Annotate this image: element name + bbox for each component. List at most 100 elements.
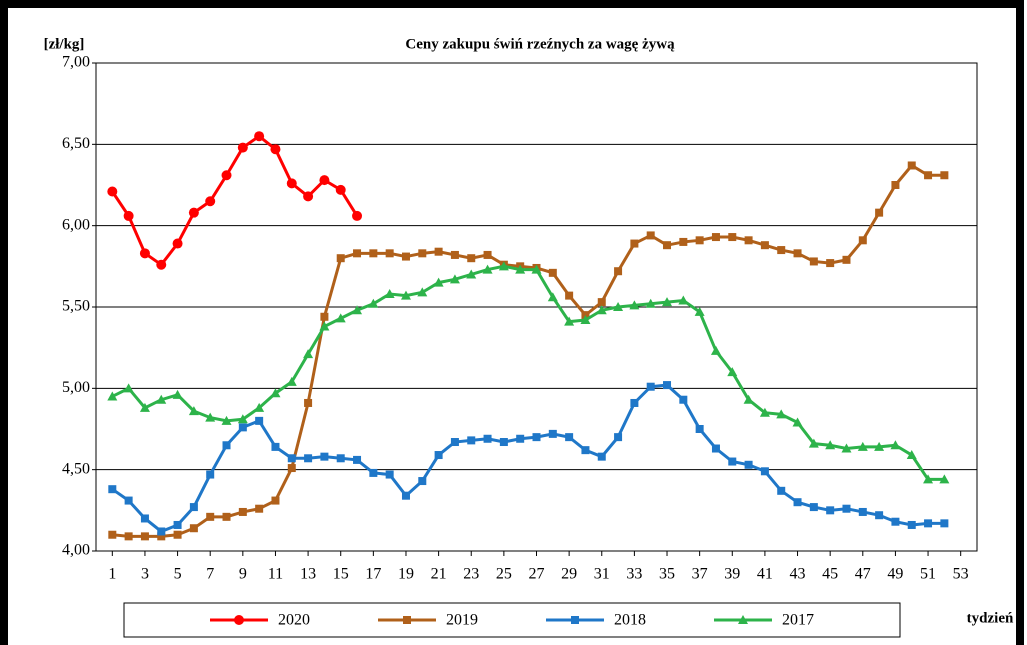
point — [858, 236, 867, 245]
point — [809, 503, 818, 512]
x-tick-label: 19 — [398, 566, 414, 583]
point — [711, 444, 720, 453]
x-tick-label: 53 — [953, 566, 969, 583]
point — [662, 297, 673, 307]
point — [792, 417, 803, 427]
point — [157, 527, 166, 536]
x-tick-label: 41 — [757, 566, 773, 583]
point — [842, 255, 851, 264]
point — [319, 321, 330, 331]
point — [760, 241, 769, 250]
legend-marker — [403, 616, 411, 624]
point — [809, 257, 818, 266]
point — [254, 131, 265, 142]
point — [548, 429, 557, 438]
point — [679, 395, 688, 404]
point — [320, 312, 329, 321]
point — [319, 175, 330, 186]
point — [188, 207, 199, 218]
x-tick-label: 47 — [855, 566, 871, 583]
x-tick-label: 39 — [724, 566, 740, 583]
point — [320, 452, 329, 461]
point — [630, 398, 639, 407]
point — [156, 394, 167, 404]
point — [303, 191, 314, 202]
point — [466, 269, 477, 279]
point — [710, 345, 721, 355]
point — [663, 381, 672, 390]
point — [254, 402, 265, 412]
point — [793, 498, 802, 507]
x-tick-label: 5 — [174, 566, 182, 583]
point — [188, 406, 199, 416]
point — [189, 524, 198, 533]
point — [483, 434, 492, 443]
point — [826, 506, 835, 515]
x-tick-label: 1 — [108, 566, 116, 583]
point — [875, 208, 884, 217]
point — [907, 520, 916, 529]
point — [287, 454, 296, 463]
point — [353, 249, 362, 258]
point — [172, 238, 183, 249]
x-tick-label: 7 — [206, 566, 214, 583]
point — [449, 274, 460, 284]
point — [271, 496, 280, 505]
point — [450, 250, 459, 259]
point — [743, 394, 754, 404]
point — [890, 440, 901, 450]
x-tick-label: 3 — [141, 566, 149, 583]
point — [614, 267, 623, 276]
y-axis-label: [zł/kg] — [44, 36, 85, 52]
point — [695, 236, 704, 245]
point — [156, 259, 167, 270]
point — [173, 530, 182, 539]
point — [826, 259, 835, 268]
y-tick-label: 4,50 — [62, 460, 90, 477]
point — [157, 532, 166, 541]
point — [271, 442, 280, 451]
point — [580, 315, 591, 325]
point — [760, 467, 769, 476]
point — [304, 454, 313, 463]
point — [237, 142, 248, 153]
y-tick-label: 6,50 — [62, 135, 90, 152]
y-tick-label: 5,00 — [62, 379, 90, 396]
x-tick-label: 21 — [431, 566, 447, 583]
point — [353, 455, 362, 464]
x-tick-label: 51 — [920, 566, 936, 583]
point — [221, 170, 232, 181]
legend-label: 2019 — [446, 612, 478, 629]
point — [270, 144, 281, 155]
legend-label: 2017 — [782, 612, 814, 629]
x-tick-label: 25 — [496, 566, 512, 583]
point — [303, 349, 314, 359]
point — [139, 248, 150, 259]
point — [841, 443, 852, 453]
point — [352, 305, 363, 315]
point — [679, 237, 688, 246]
point — [646, 231, 655, 240]
point — [238, 507, 247, 516]
legend-box — [123, 602, 901, 638]
x-tick-label: 29 — [561, 566, 577, 583]
point — [678, 295, 689, 305]
x-tick-label: 49 — [887, 566, 903, 583]
y-tick-label: 4,00 — [62, 542, 90, 559]
point — [597, 452, 606, 461]
point — [808, 438, 819, 448]
x-tick-label: 33 — [626, 566, 642, 583]
point — [532, 433, 541, 442]
series-line — [112, 163, 945, 538]
point — [173, 520, 182, 529]
point — [205, 412, 216, 422]
x-tick-label: 13 — [300, 566, 316, 583]
point — [924, 171, 933, 180]
point — [498, 261, 509, 271]
point — [124, 532, 133, 541]
point — [842, 504, 851, 513]
point — [547, 292, 558, 302]
point — [858, 507, 867, 516]
point — [728, 233, 737, 242]
